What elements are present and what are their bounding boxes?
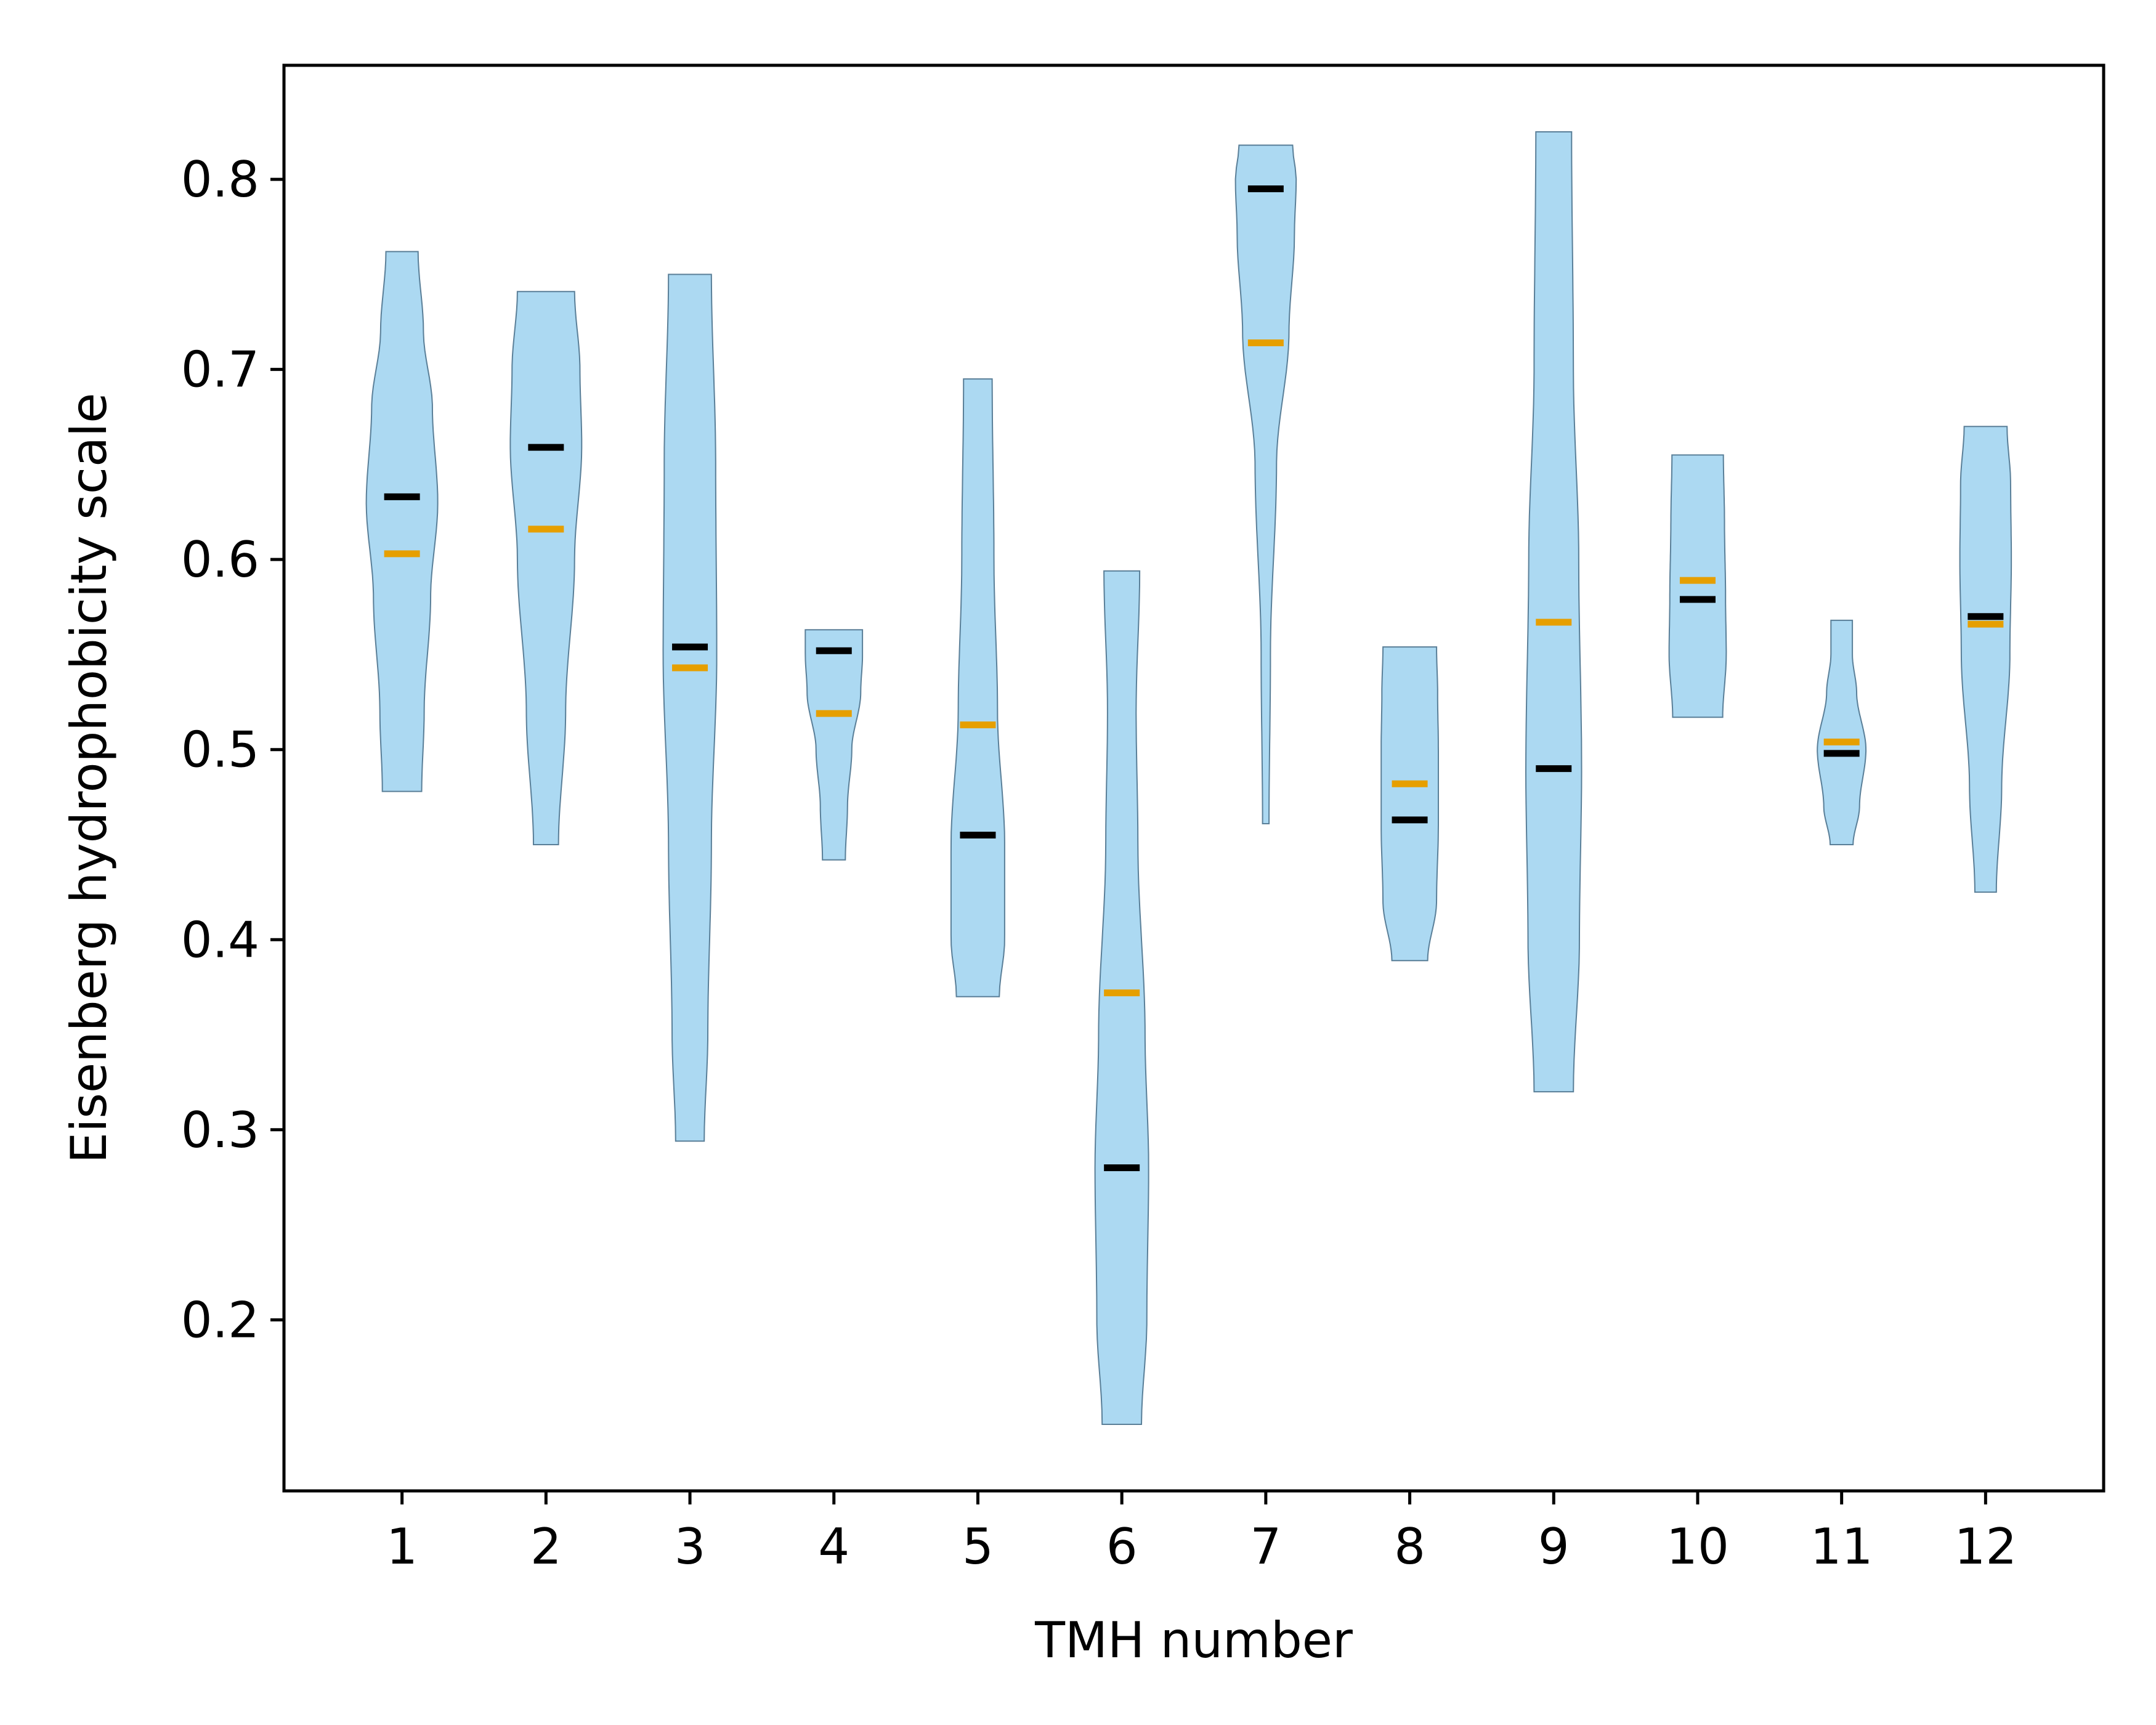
violin-6 (1094, 570, 1149, 1425)
x-tick-label: 12 (1954, 1518, 2017, 1575)
y-tick-label: 0.6 (181, 531, 259, 588)
violin-group (365, 131, 2012, 1425)
x-axis: 1 2 3 4 5 6 7 8 9 10 11 12 (386, 1491, 2017, 1575)
y-tick-label: 0.2 (181, 1291, 259, 1349)
x-tick-label: 9 (1538, 1518, 1570, 1575)
violin-5 (950, 378, 1005, 997)
violin-1 (365, 251, 439, 792)
violin-8 (1380, 646, 1439, 962)
y-tick-label: 0.4 (181, 911, 259, 968)
violin-3 (662, 274, 718, 1142)
x-tick-label: 1 (386, 1518, 418, 1575)
x-tick-label: 4 (818, 1518, 849, 1575)
violin-7 (1234, 144, 1297, 824)
plot-frame (282, 63, 2105, 1493)
x-tick-label: 11 (1810, 1518, 1873, 1575)
violin-10 (1668, 454, 1727, 718)
x-tick-label: 8 (1394, 1518, 1425, 1575)
x-tick-label: 2 (530, 1518, 562, 1575)
y-tick-label: 0.8 (181, 151, 259, 208)
x-axis-label: TMH number (1034, 1612, 1353, 1669)
y-axis-label: Eisenberg hydrophobicity scale (60, 393, 118, 1164)
x-tick-label: 3 (675, 1518, 706, 1575)
x-tick-label: 10 (1666, 1518, 1729, 1575)
y-tick-label: 0.5 (181, 721, 259, 779)
marker-group (384, 185, 2004, 1171)
x-tick-label: 6 (1106, 1518, 1138, 1575)
x-tick-label: 5 (962, 1518, 994, 1575)
violin-2 (509, 291, 583, 845)
violin-4 (804, 629, 864, 861)
violin-9 (1525, 131, 1583, 1093)
violin-12 (1959, 426, 2012, 893)
y-tick-label: 0.7 (181, 341, 259, 399)
violin-11 (1817, 619, 1867, 845)
y-axis: 0.2 0.3 0.4 0.5 0.6 0.7 0.8 (181, 151, 284, 1349)
x-tick-label: 7 (1250, 1518, 1281, 1575)
y-tick-label: 0.3 (181, 1102, 259, 1159)
